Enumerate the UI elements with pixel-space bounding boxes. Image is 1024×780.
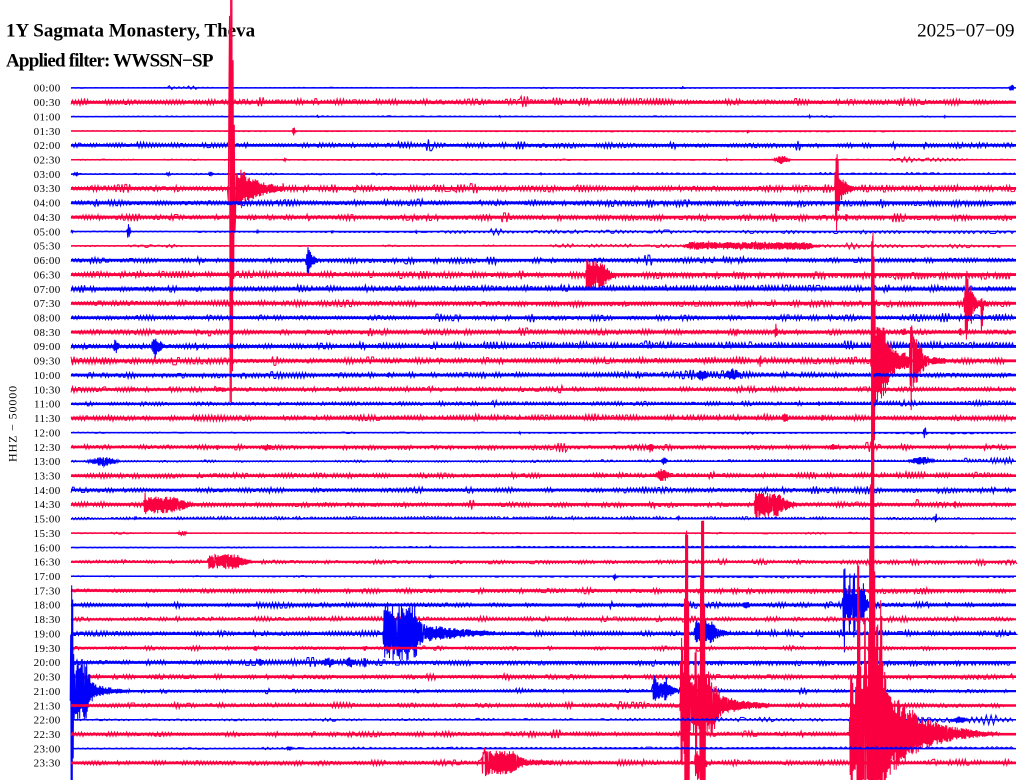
svg-text:06:30: 06:30: [34, 269, 61, 281]
svg-text:17:00: 17:00: [34, 571, 61, 583]
svg-text:08:30: 08:30: [34, 327, 61, 339]
svg-text:09:00: 09:00: [34, 341, 61, 353]
svg-text:00:30: 00:30: [34, 97, 61, 109]
svg-text:19:30: 19:30: [34, 643, 61, 655]
svg-text:20:30: 20:30: [34, 672, 61, 684]
svg-text:10:00: 10:00: [34, 370, 61, 382]
svg-text:01:00: 01:00: [34, 111, 61, 123]
svg-text:07:00: 07:00: [34, 284, 61, 296]
svg-text:04:00: 04:00: [34, 198, 61, 210]
svg-text:1Y Sagmata Monastery, Theva: 1Y Sagmata Monastery, Theva: [6, 21, 256, 42]
svg-text:02:00: 02:00: [34, 140, 61, 152]
svg-text:09:30: 09:30: [34, 356, 61, 368]
svg-text:03:00: 03:00: [34, 169, 61, 181]
svg-text:02:30: 02:30: [34, 155, 61, 167]
svg-text:11:30: 11:30: [34, 413, 61, 425]
svg-text:22:30: 22:30: [34, 729, 61, 741]
svg-text:01:30: 01:30: [34, 126, 61, 138]
svg-text:16:00: 16:00: [34, 542, 61, 554]
svg-text:12:00: 12:00: [34, 427, 61, 439]
svg-text:14:00: 14:00: [34, 485, 61, 497]
svg-text:18:00: 18:00: [34, 600, 61, 612]
svg-text:07:30: 07:30: [34, 298, 61, 310]
svg-text:18:30: 18:30: [34, 614, 61, 626]
svg-text:10:30: 10:30: [34, 384, 61, 396]
svg-text:23:30: 23:30: [34, 758, 61, 770]
svg-text:03:30: 03:30: [34, 183, 61, 195]
svg-text:12:30: 12:30: [34, 442, 61, 454]
svg-text:20:00: 20:00: [34, 657, 61, 669]
svg-text:11:00: 11:00: [34, 399, 61, 411]
svg-text:HHZ − 50000: HHZ − 50000: [6, 385, 20, 462]
svg-text:17:30: 17:30: [34, 585, 61, 597]
svg-text:08:00: 08:00: [34, 313, 61, 325]
svg-text:06:00: 06:00: [34, 255, 61, 267]
svg-text:04:30: 04:30: [34, 212, 61, 224]
svg-text:13:00: 13:00: [34, 456, 61, 468]
svg-text:16:30: 16:30: [34, 557, 61, 569]
svg-text:05:30: 05:30: [34, 241, 61, 253]
svg-text:13:30: 13:30: [34, 471, 61, 483]
svg-text:15:00: 15:00: [34, 514, 61, 526]
svg-text:21:30: 21:30: [34, 700, 61, 712]
svg-text:14:30: 14:30: [34, 499, 61, 511]
svg-text:05:00: 05:00: [34, 226, 61, 238]
svg-text:00:00: 00:00: [34, 83, 61, 95]
svg-text:23:00: 23:00: [34, 743, 61, 755]
svg-text:Applied filter: WWSSN−SP: Applied filter: WWSSN−SP: [6, 51, 214, 72]
svg-text:22:00: 22:00: [34, 715, 61, 727]
svg-text:21:00: 21:00: [34, 686, 61, 698]
svg-text:19:00: 19:00: [34, 629, 61, 641]
svg-text:2025−07−09: 2025−07−09: [917, 21, 1014, 42]
svg-text:15:30: 15:30: [34, 528, 61, 540]
